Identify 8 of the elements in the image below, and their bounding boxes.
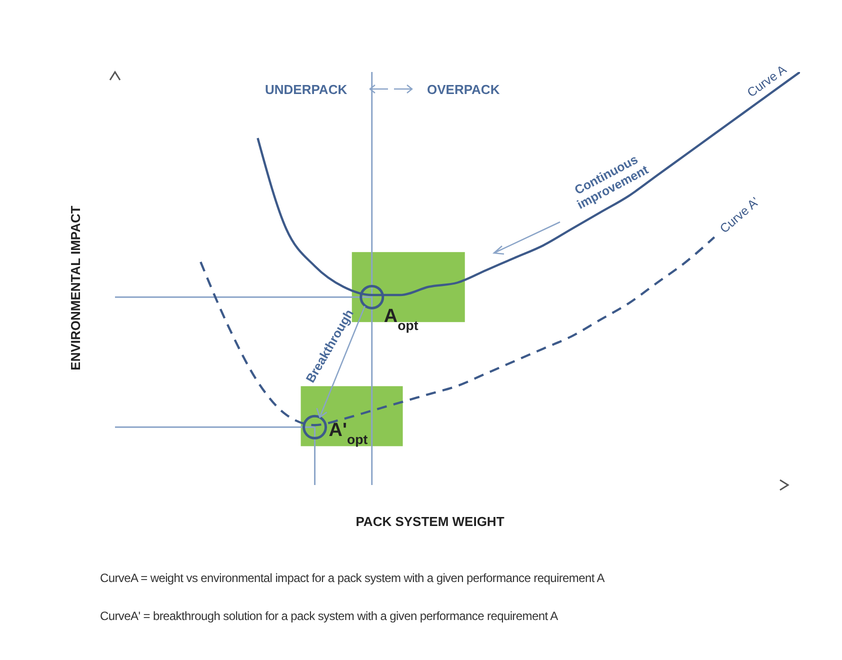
annotation: UNDERPACK <box>265 82 348 97</box>
x-axis-title: PACK SYSTEM WEIGHT <box>356 514 504 529</box>
text: CurveA = weight vs environmental impact for a pack system with a given performance requirement A <box>100 571 605 585</box>
annotation: OVERPACK <box>427 82 500 97</box>
y-axis-title: ENVIRONMENTAL IMPACT <box>68 206 83 370</box>
text: CurveA' = breakthrough solution for a pack system with a given performance requirement A <box>100 609 558 623</box>
annotation: A'$_{opt}$ <box>328 420 368 447</box>
annotation: A$_{opt}$ <box>384 306 419 333</box>
